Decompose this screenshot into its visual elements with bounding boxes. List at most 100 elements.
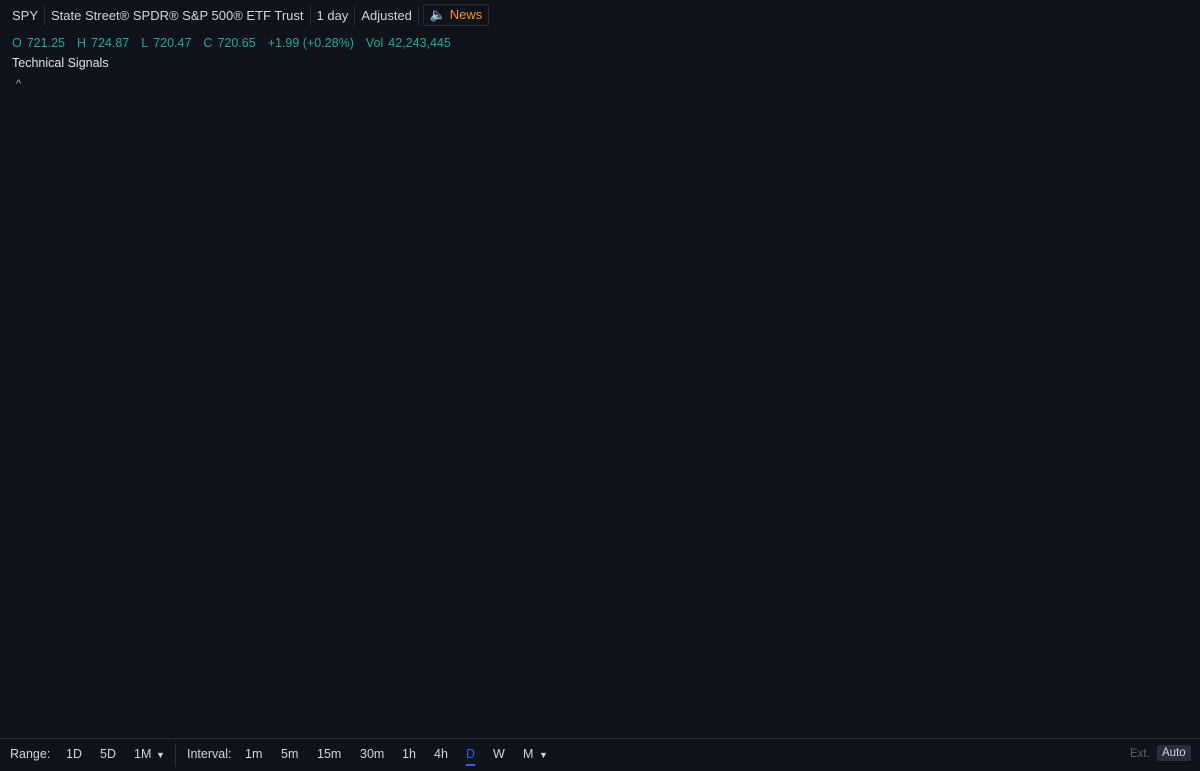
interval-button[interactable]: 15m [317, 747, 342, 761]
x-tick-label: 22 [732, 716, 746, 730]
volume-bar [300, 626, 308, 712]
volume-bar [439, 676, 447, 712]
high-connector [568, 157, 592, 163]
volume-bar [162, 651, 170, 712]
interval-button[interactable]: 1h [402, 747, 416, 761]
volume-bar [63, 649, 71, 712]
candle-body [488, 258, 496, 283]
legend-label: L [141, 36, 149, 50]
candle-body [439, 431, 447, 440]
candle-body [14, 384, 22, 440]
candle-body [63, 436, 71, 440]
news-label: News [449, 7, 483, 22]
candle-body [508, 256, 516, 295]
legend-value: 721.25 [26, 36, 65, 50]
interval-button[interactable]: 4h [434, 747, 448, 761]
candle-body [449, 399, 457, 455]
volume-bar [14, 651, 22, 712]
interval-button[interactable]: 1m [245, 747, 263, 761]
x-tick-label: 15 [466, 716, 480, 730]
candle-body [132, 370, 140, 388]
x-tick-label: 16 [258, 716, 272, 730]
candle-body [538, 233, 546, 254]
range-button[interactable]: 5D [100, 747, 116, 761]
x-tick-label: 20 [100, 716, 114, 730]
candle-body [360, 655, 368, 691]
legend-value: 42,243,445 [388, 36, 451, 50]
interval-button[interactable]: M [523, 747, 534, 761]
x-tick-label: 24 [317, 716, 331, 730]
candle-body [379, 588, 387, 598]
volume-bar [528, 674, 536, 712]
legend-label: C [203, 36, 213, 50]
volume-bar [547, 684, 555, 712]
ohlc-legend: O 721.25 H 724.87 L 720.47 C 720.65 +1.99 (+… [12, 36, 451, 50]
volume-bar [211, 641, 219, 712]
news-button[interactable]: 🔈 News [422, 4, 490, 26]
collapse-caret[interactable]: ^ [16, 78, 22, 90]
volume-bar [320, 641, 328, 712]
interval-button[interactable]: 30m [360, 747, 385, 761]
volume-bar [360, 662, 368, 712]
candle-body [458, 348, 466, 394]
candle-body [123, 402, 131, 438]
candle-body [211, 457, 219, 533]
y-tick-label: 750.00 [1155, 8, 1192, 22]
event-label: D [300, 693, 308, 705]
symbol[interactable]: SPY [6, 5, 46, 25]
candle-body [567, 247, 575, 253]
candle-body [4, 445, 12, 464]
y-tick-label: 710.00 [1155, 250, 1192, 264]
candle-body [93, 419, 101, 429]
volume-bar [251, 651, 259, 712]
volume-bar [221, 672, 229, 712]
range-button[interactable]: 1M [134, 747, 152, 761]
legend-value: 724.87 [91, 36, 130, 50]
volume-bar [429, 672, 437, 712]
technical-signals[interactable]: Technical Signals [12, 56, 109, 70]
volume-bar [53, 626, 61, 712]
crosshair-price: 661.59 [1155, 543, 1192, 557]
volume-bar [132, 666, 140, 712]
volume-bar [587, 681, 595, 712]
candle-body [577, 204, 585, 231]
range-button[interactable]: 1D [66, 747, 82, 761]
candle-body [103, 392, 111, 426]
candle-body [419, 459, 427, 464]
volume-bar [557, 687, 565, 712]
x-tick-label: 23 [525, 716, 539, 730]
interval-button[interactable]: 5m [281, 747, 299, 761]
candle-body [83, 411, 91, 426]
background [0, 0, 1200, 738]
interval[interactable]: 1 day [311, 5, 356, 25]
auto-button[interactable]: Auto [1157, 745, 1191, 761]
x-tick-label: 11 [41, 716, 54, 730]
volume-bar [182, 657, 190, 712]
volume-bar [123, 662, 131, 712]
event-badge [293, 687, 315, 709]
candle-body [399, 565, 407, 583]
volume-bar [103, 651, 111, 712]
interval-button[interactable]: W [493, 747, 505, 761]
dropdown-icon: ▼ [156, 750, 165, 760]
volume-bar [478, 676, 486, 712]
candle-body [587, 189, 595, 194]
ext-button[interactable]: Ext. [1130, 748, 1150, 760]
price-label: 702.35 [1155, 297, 1192, 311]
adjustment[interactable]: Adjusted [355, 5, 419, 25]
header: SPY State Street® SPDR® S&P 500® ETF Tru… [6, 4, 490, 26]
x-tick-label: 14 [673, 716, 687, 730]
candle-body [389, 582, 397, 641]
volume-bar [379, 666, 387, 712]
y-tick-label: 660.00 [1155, 551, 1192, 565]
crosshair-plus-icon: + [1132, 542, 1141, 559]
candle-body [24, 364, 32, 396]
legend-value: 720.47 [153, 36, 192, 50]
legend-value: 720.65 [217, 36, 256, 50]
y-tick-label: 730.00 [1155, 129, 1192, 143]
candle-body [192, 437, 200, 443]
candle-body [172, 445, 180, 483]
volume-bar [389, 662, 397, 712]
interval-button[interactable]: D [466, 747, 476, 766]
